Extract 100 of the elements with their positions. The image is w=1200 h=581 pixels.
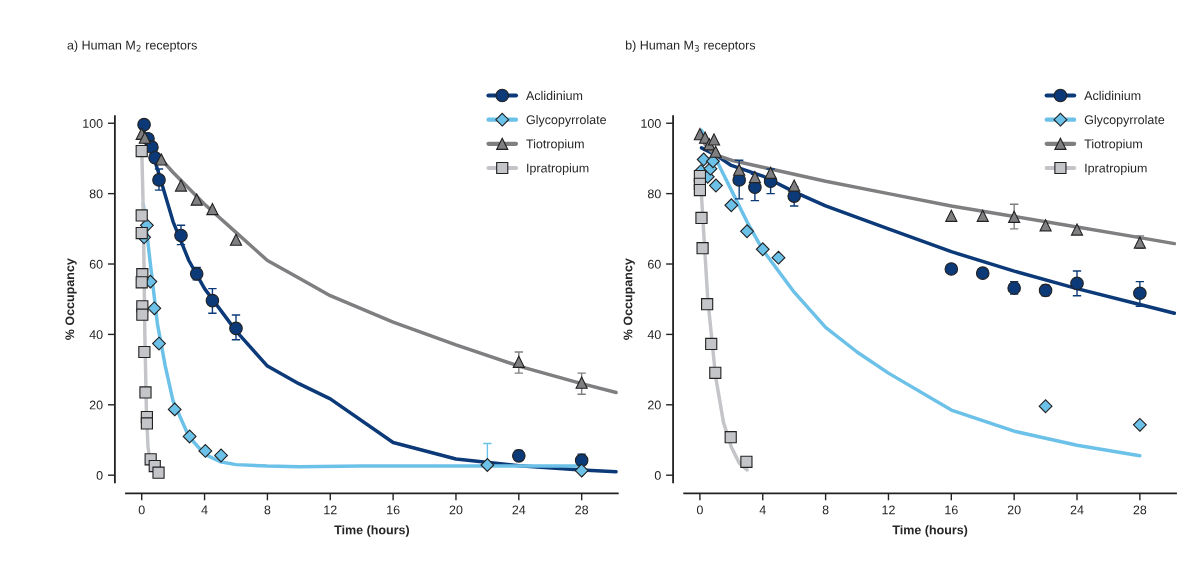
point bbox=[945, 209, 958, 222]
x-tick-label: 4 bbox=[201, 505, 208, 515]
point bbox=[512, 449, 526, 463]
x-tick-label: 4 bbox=[759, 505, 766, 515]
point bbox=[975, 266, 990, 280]
x-tick-label: 8 bbox=[264, 505, 271, 515]
point bbox=[1133, 286, 1147, 301]
x-tick-label: 16 bbox=[387, 505, 400, 515]
legend-label: Ipratropium bbox=[527, 163, 589, 175]
point bbox=[944, 262, 959, 276]
point bbox=[135, 226, 148, 240]
y-axis-title: % Occupancy bbox=[623, 258, 635, 340]
point bbox=[709, 366, 722, 379]
x-axis-title: Time (hours) bbox=[892, 525, 968, 537]
x-tick-label: 8 bbox=[822, 505, 829, 515]
x-tick-label: 12 bbox=[324, 505, 337, 515]
point bbox=[135, 276, 148, 289]
point bbox=[512, 355, 525, 368]
point bbox=[229, 233, 243, 246]
y-tick-label: 100 bbox=[83, 119, 103, 128]
x-tick-label: 20 bbox=[449, 505, 463, 515]
point bbox=[147, 301, 162, 316]
legend-label: Aclidinium bbox=[1084, 90, 1141, 101]
y-tick-label: 20 bbox=[89, 400, 103, 410]
y-tick-label: 40 bbox=[647, 330, 661, 340]
point bbox=[205, 293, 220, 308]
point bbox=[748, 170, 762, 184]
point bbox=[755, 242, 770, 257]
point bbox=[1070, 223, 1084, 236]
point bbox=[152, 466, 165, 479]
x-tick-label: 24 bbox=[1070, 505, 1084, 515]
point bbox=[174, 228, 188, 243]
point bbox=[174, 179, 188, 192]
point bbox=[771, 250, 786, 265]
point bbox=[705, 337, 718, 351]
x-tick-label: 16 bbox=[945, 505, 958, 515]
x-axis-title: Time (hours) bbox=[334, 525, 410, 537]
y-tick-label: 60 bbox=[89, 259, 103, 269]
x-tick-label: 0 bbox=[138, 505, 145, 515]
legend-label: Tiotropium bbox=[1084, 139, 1142, 151]
point bbox=[724, 198, 739, 213]
point bbox=[190, 193, 203, 206]
point bbox=[136, 308, 149, 321]
x-tick-label: 0 bbox=[696, 505, 703, 515]
point bbox=[135, 209, 148, 222]
legend-label: Glycopyrrolate bbox=[1084, 115, 1165, 127]
point bbox=[206, 203, 219, 216]
point bbox=[152, 173, 166, 187]
y-tick-label: 0 bbox=[654, 470, 661, 480]
point bbox=[182, 429, 197, 444]
y-tick-label: 100 bbox=[641, 119, 661, 128]
chart-title: a) Human M$_{2}$ receptors bbox=[67, 40, 197, 53]
point bbox=[1038, 399, 1053, 414]
x-tick-label: 20 bbox=[1007, 505, 1021, 515]
point bbox=[198, 443, 213, 458]
point bbox=[137, 117, 151, 132]
point bbox=[708, 178, 723, 193]
point bbox=[1132, 417, 1147, 432]
point bbox=[1070, 276, 1084, 291]
x-tick-label: 28 bbox=[1133, 505, 1147, 515]
point bbox=[574, 463, 589, 478]
point bbox=[139, 386, 152, 399]
point bbox=[701, 298, 714, 311]
legend-label: Glycopyrrolate bbox=[526, 115, 606, 127]
y-tick-label: 20 bbox=[648, 400, 661, 410]
point bbox=[724, 431, 737, 444]
point bbox=[696, 152, 711, 167]
point bbox=[229, 321, 243, 336]
chart-title: b) Human M$_{3}$ receptors bbox=[625, 40, 756, 53]
point bbox=[764, 166, 777, 179]
point bbox=[740, 224, 754, 239]
point bbox=[976, 209, 989, 222]
y-tick-label: 80 bbox=[647, 189, 661, 199]
x-tick-label: 24 bbox=[512, 505, 526, 515]
point bbox=[733, 163, 746, 176]
legend-label: Tiotropium bbox=[526, 139, 584, 151]
legend-label: Ipratropium bbox=[1085, 163, 1147, 175]
point bbox=[1008, 210, 1021, 223]
point bbox=[138, 345, 151, 359]
point bbox=[140, 417, 154, 430]
point bbox=[740, 455, 753, 468]
point bbox=[167, 402, 182, 417]
point bbox=[575, 376, 588, 389]
point bbox=[135, 144, 148, 158]
x-tick-label: 12 bbox=[882, 505, 895, 515]
point bbox=[788, 179, 801, 192]
y-tick-label: 60 bbox=[648, 259, 661, 269]
point bbox=[707, 133, 721, 146]
point bbox=[480, 458, 495, 472]
point bbox=[709, 145, 722, 158]
point bbox=[138, 131, 151, 144]
point bbox=[695, 211, 708, 225]
point bbox=[155, 153, 168, 166]
point bbox=[696, 242, 709, 255]
point bbox=[152, 336, 166, 351]
point bbox=[693, 183, 707, 197]
point bbox=[214, 448, 228, 463]
y-tick-label: 40 bbox=[89, 330, 103, 340]
legend-label: Aclidinium bbox=[526, 90, 583, 101]
point bbox=[1039, 219, 1052, 232]
